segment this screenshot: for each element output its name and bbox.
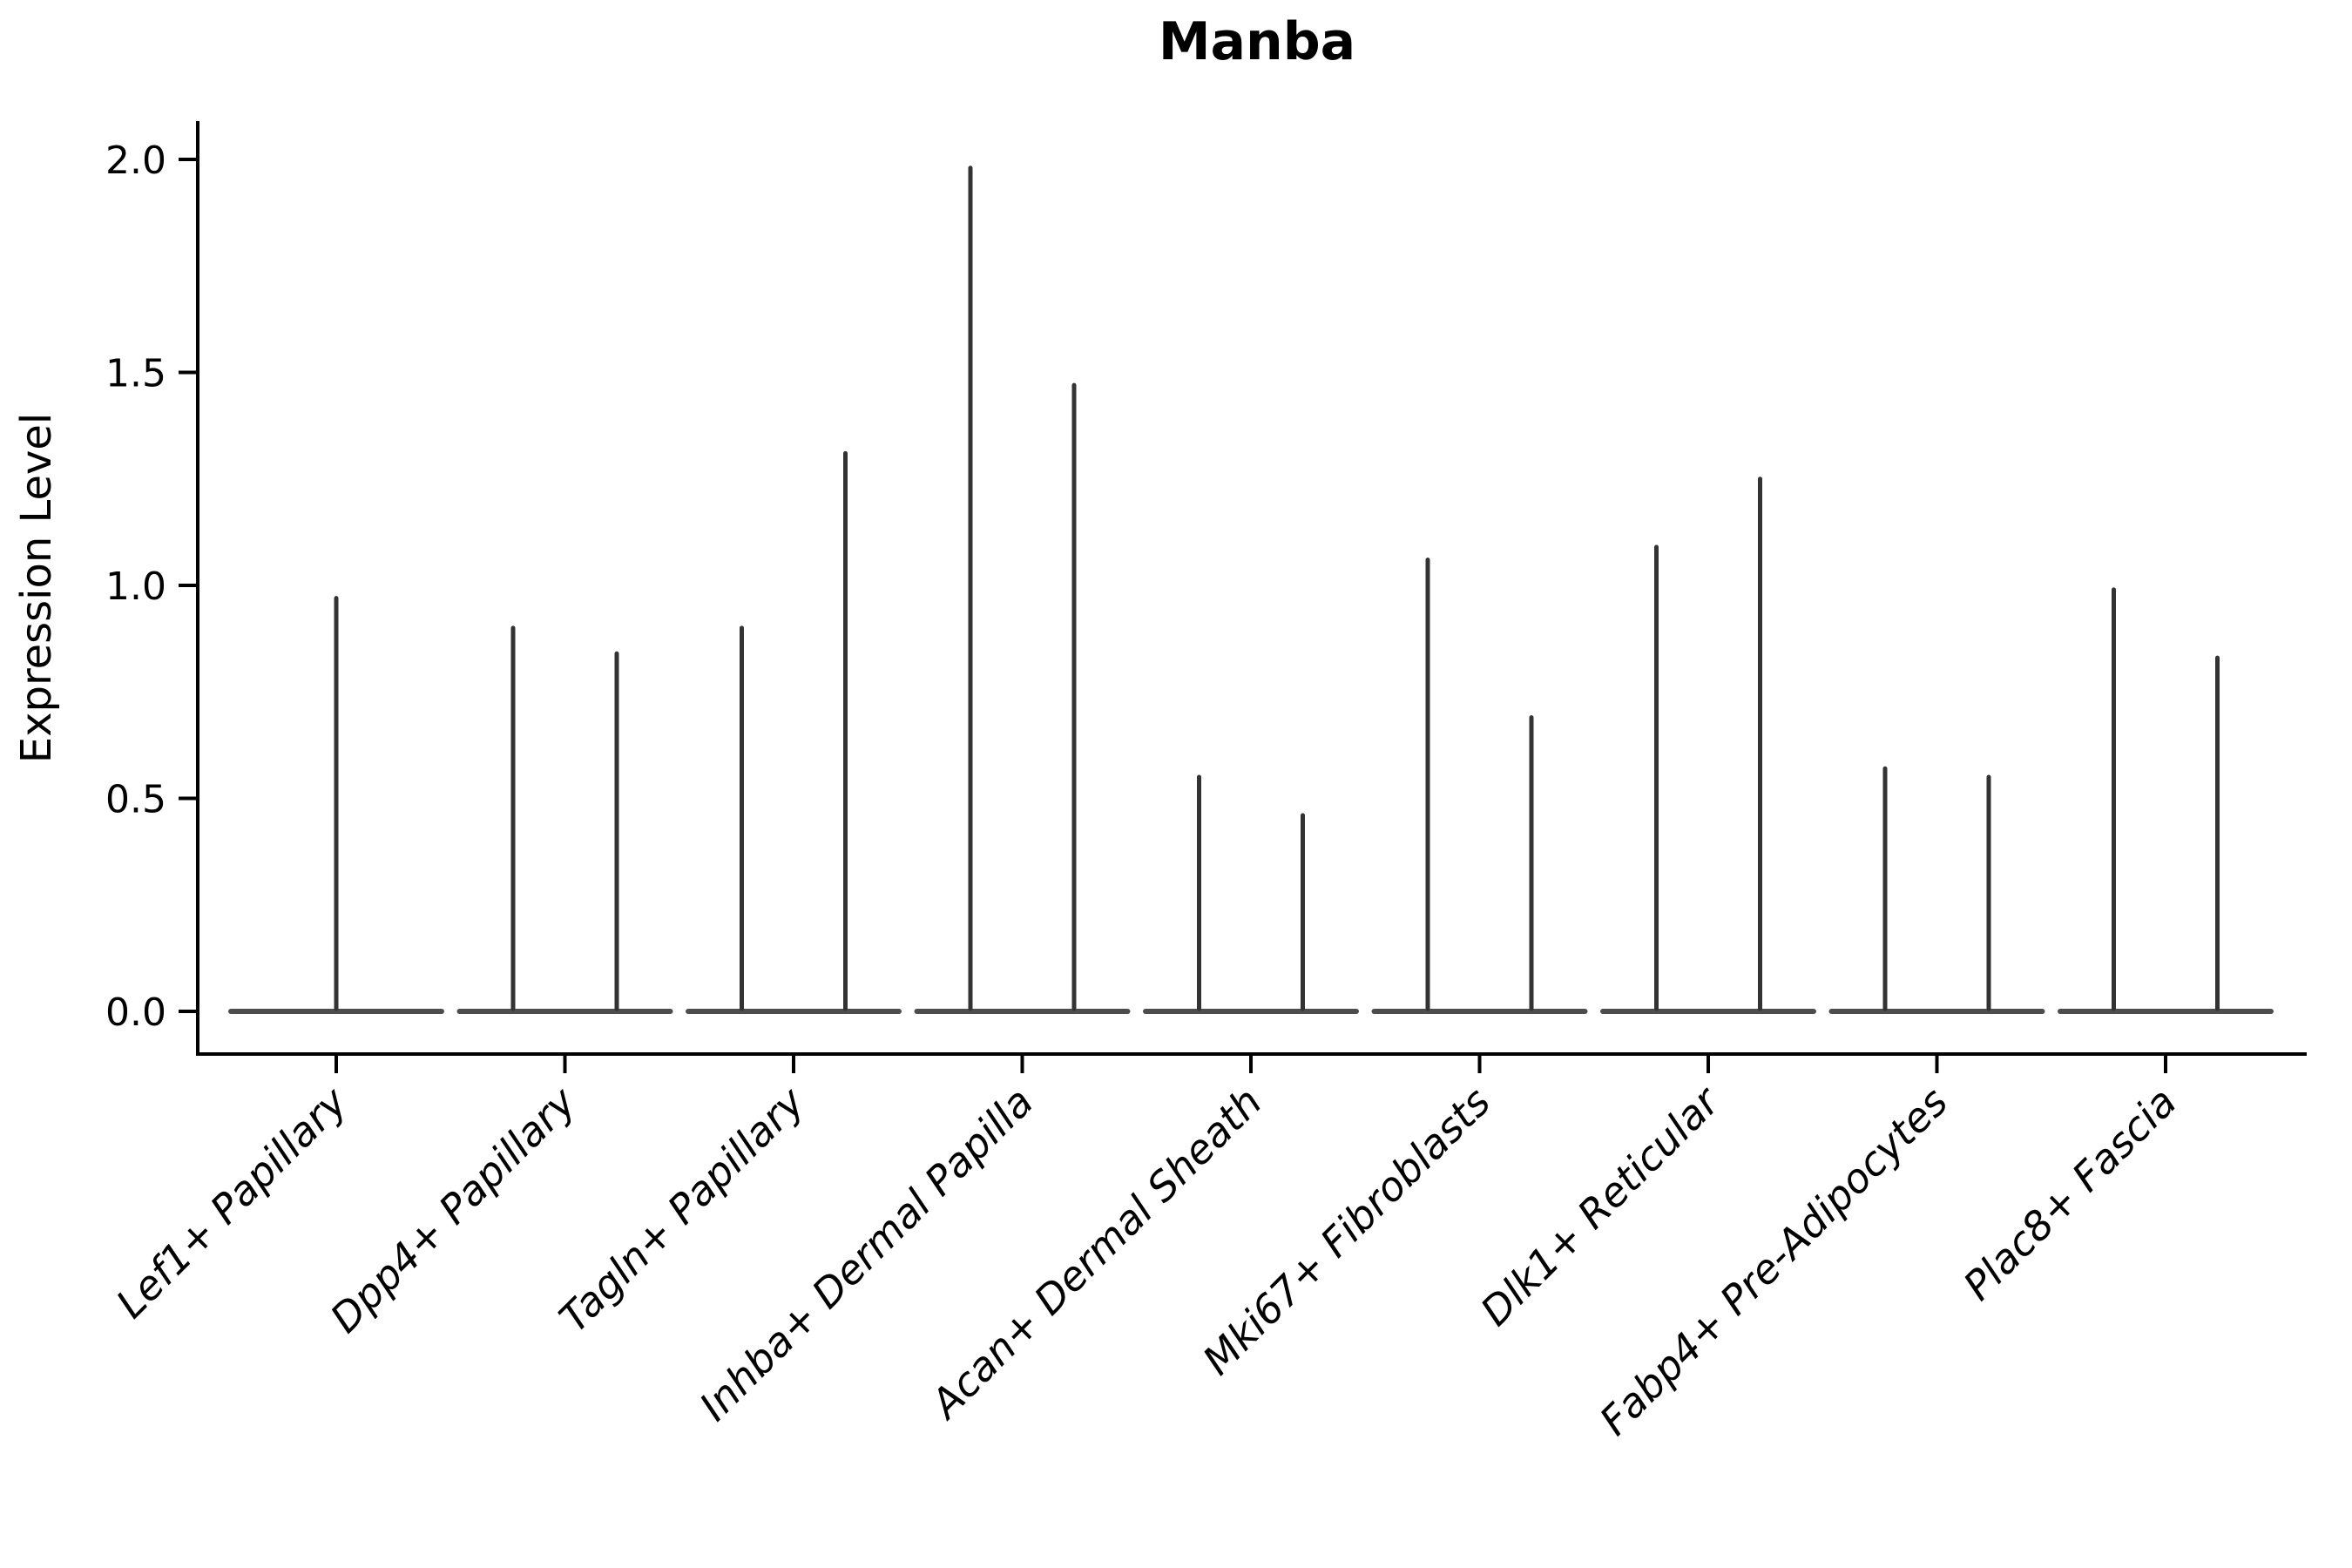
- y-tick-label: 1.5: [105, 352, 166, 396]
- x-category-label: Dlk1+ Reticular: [1471, 1076, 1730, 1335]
- x-category-label: Dpp4+ Papillary: [321, 1078, 585, 1342]
- x-category-label: Lef1+ Papillary: [107, 1078, 356, 1327]
- y-tick-label: 0.0: [105, 990, 166, 1035]
- y-tick-label: 1.0: [105, 564, 166, 609]
- y-axis-label: Expression Level: [12, 413, 61, 764]
- y-tick-label: 2.0: [105, 139, 166, 183]
- chart-title: Manba: [1159, 11, 1355, 72]
- x-category-label: Plac8+ Fascia: [1954, 1078, 2185, 1309]
- x-category-label: Tagln+ Papillary: [550, 1078, 814, 1342]
- y-tick-label: 0.5: [105, 778, 166, 822]
